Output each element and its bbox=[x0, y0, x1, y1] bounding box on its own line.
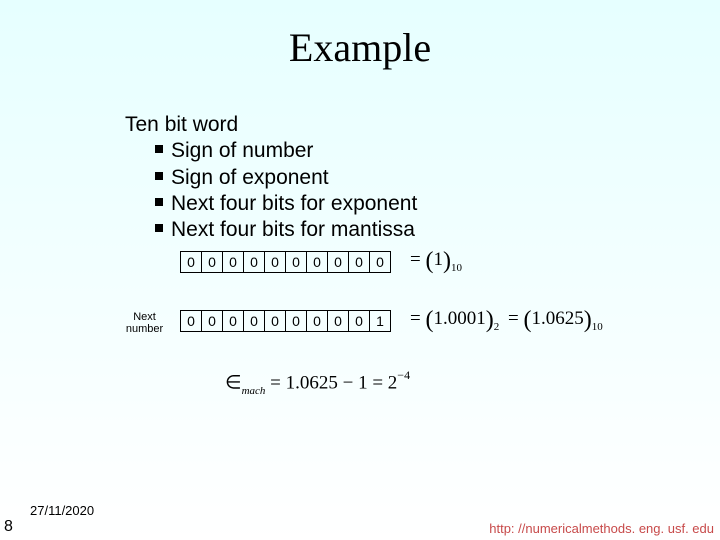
eq: = bbox=[410, 308, 421, 329]
bit-cell: 0 bbox=[328, 252, 349, 273]
bullet-item: Next four bits for exponent bbox=[155, 191, 417, 217]
bit-cell: 0 bbox=[286, 311, 307, 332]
bit-table-2: 0000000001 bbox=[180, 310, 391, 332]
bit-cell: 0 bbox=[265, 252, 286, 273]
bit-cell: 0 bbox=[181, 252, 202, 273]
bullet-list: Sign of number Sign of exponent Next fou… bbox=[125, 138, 417, 243]
bit-cell: 0 bbox=[223, 252, 244, 273]
rparen: ) bbox=[443, 248, 451, 274]
table: 0000000001 bbox=[180, 310, 391, 332]
subscript: 10 bbox=[592, 321, 603, 333]
epsilon: ∈ bbox=[225, 372, 242, 393]
bullet-item: Sign of exponent bbox=[155, 165, 417, 191]
label-line: number bbox=[126, 323, 163, 335]
subscript: 2 bbox=[494, 321, 500, 333]
slide: Example Ten bit word Sign of number Sign… bbox=[0, 0, 720, 540]
bit-cell: 0 bbox=[349, 311, 370, 332]
date-footer: 27/11/2020 bbox=[30, 503, 94, 518]
label-line: Next bbox=[133, 311, 156, 323]
bit-cell: 0 bbox=[181, 311, 202, 332]
bit-table-1: 0000000000 bbox=[180, 251, 391, 273]
rparen: ) bbox=[486, 307, 494, 333]
bit-cell: 0 bbox=[349, 252, 370, 273]
rparen: ) bbox=[584, 307, 592, 333]
bit-cell: 0 bbox=[202, 252, 223, 273]
bullet-item: Sign of number bbox=[155, 138, 417, 164]
bit-cell: 0 bbox=[265, 311, 286, 332]
bit-cell: 0 bbox=[370, 252, 391, 273]
bit-cell: 0 bbox=[307, 252, 328, 273]
val: 1 bbox=[433, 249, 443, 270]
bit-cell: 0 bbox=[307, 311, 328, 332]
formula-2: = (1.0001)2 = (1.0625)10 bbox=[410, 307, 603, 334]
val: 1.0001 bbox=[433, 308, 485, 329]
footer-url: http: //numericalmethods. eng. usf. edu bbox=[489, 521, 714, 536]
next-number-label: Next number bbox=[117, 311, 172, 335]
subscript: mach bbox=[242, 385, 266, 397]
eq-body: = 1.0625 − 1 = 2 bbox=[270, 372, 397, 393]
eq: = bbox=[508, 308, 519, 329]
bit-cell: 1 bbox=[370, 311, 391, 332]
eq: = bbox=[410, 249, 421, 270]
bit-cell: 0 bbox=[223, 311, 244, 332]
formula-1: = (1)10 bbox=[410, 248, 462, 275]
bit-cell: 0 bbox=[286, 252, 307, 273]
subscript: 10 bbox=[451, 262, 462, 274]
formula-3: ∈mach = 1.0625 − 1 = 2−4 bbox=[225, 370, 410, 396]
bullet-item: Next four bits for mantissa bbox=[155, 217, 417, 243]
bit-cell: 0 bbox=[244, 311, 265, 332]
val: 1.0625 bbox=[531, 308, 583, 329]
body-text: Ten bit word Sign of number Sign of expo… bbox=[125, 112, 417, 243]
intro-line: Ten bit word bbox=[125, 112, 417, 138]
superscript: −4 bbox=[397, 368, 410, 382]
page-title: Example bbox=[0, 0, 720, 71]
slide-number: 8 bbox=[4, 518, 13, 536]
table: 0000000000 bbox=[180, 251, 391, 273]
bit-cell: 0 bbox=[202, 311, 223, 332]
bit-cell: 0 bbox=[244, 252, 265, 273]
bit-cell: 0 bbox=[328, 311, 349, 332]
